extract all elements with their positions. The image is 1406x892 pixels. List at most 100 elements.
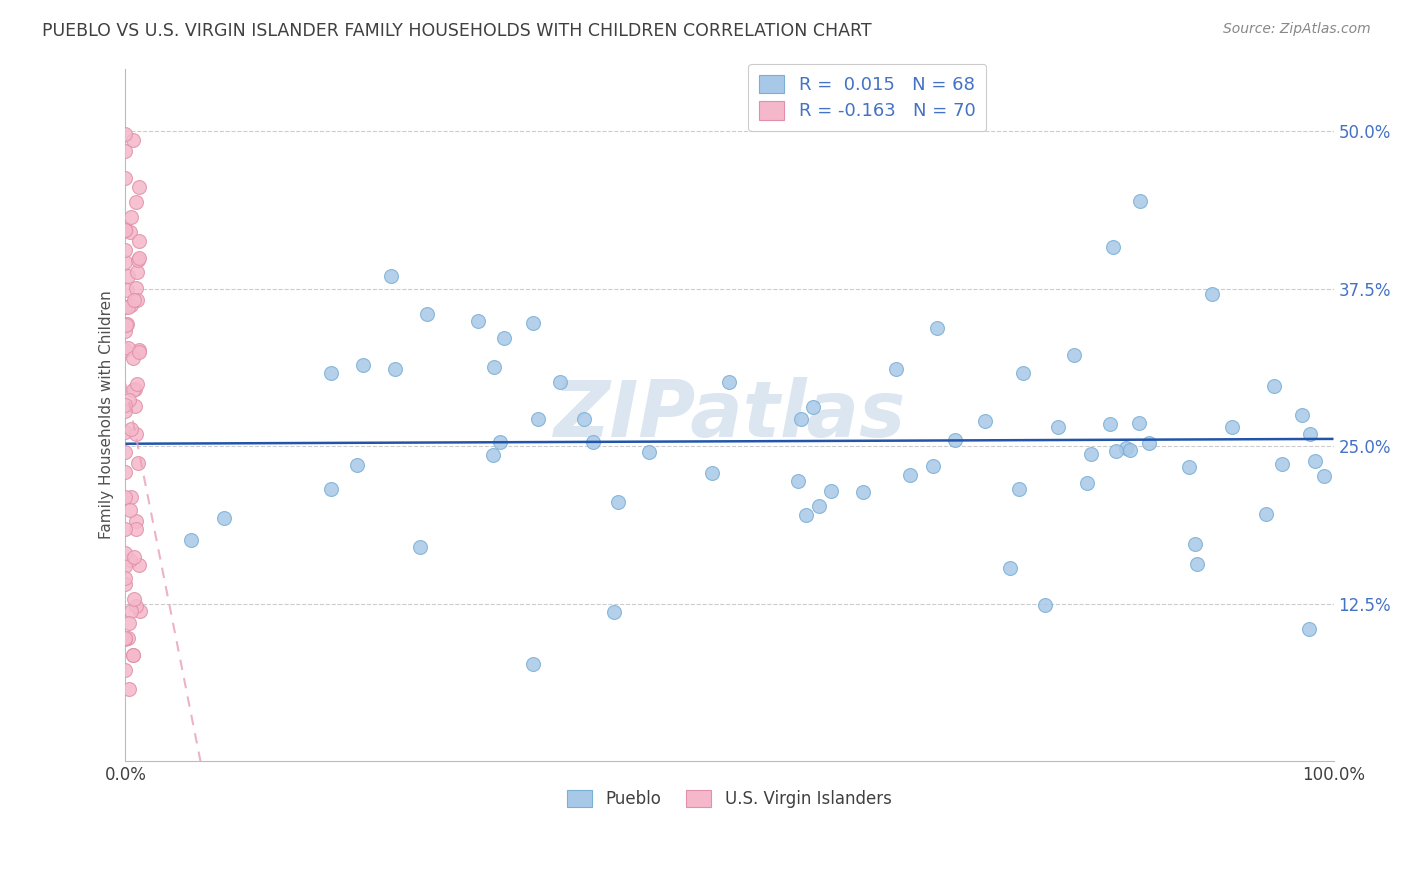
Point	[114, 222, 136, 236]
Point	[128, 251, 150, 265]
Point	[122, 592, 145, 607]
Point	[803, 400, 825, 414]
Point	[852, 485, 875, 500]
Point	[128, 558, 150, 572]
Point	[120, 490, 142, 504]
Point	[352, 358, 374, 372]
Point	[898, 468, 921, 483]
Text: PUEBLO VS U.S. VIRGIN ISLANDER FAMILY HOUSEHOLDS WITH CHILDREN CORRELATION CHART: PUEBLO VS U.S. VIRGIN ISLANDER FAMILY HO…	[42, 22, 872, 40]
Point	[124, 382, 146, 396]
Y-axis label: Family Households with Children: Family Households with Children	[100, 291, 114, 539]
Point	[125, 599, 148, 613]
Point	[820, 484, 842, 499]
Point	[121, 648, 143, 662]
Point	[526, 412, 548, 426]
Point	[794, 508, 817, 522]
Point	[1033, 599, 1056, 613]
Point	[115, 317, 138, 331]
Point	[117, 301, 139, 315]
Point	[118, 225, 141, 239]
Point	[122, 549, 145, 564]
Point	[114, 465, 136, 479]
Point	[808, 499, 831, 513]
Point	[121, 351, 143, 365]
Point	[117, 269, 139, 284]
Point	[1254, 507, 1277, 521]
Point	[384, 362, 406, 376]
Point	[548, 375, 571, 389]
Point	[114, 559, 136, 574]
Point	[603, 605, 626, 619]
Point	[1263, 379, 1285, 393]
Point	[114, 170, 136, 185]
Point	[121, 383, 143, 397]
Point	[1303, 454, 1326, 468]
Point	[120, 553, 142, 567]
Point	[125, 293, 148, 307]
Point	[482, 359, 505, 374]
Point	[124, 399, 146, 413]
Point	[1137, 436, 1160, 450]
Point	[1076, 475, 1098, 490]
Point	[114, 404, 136, 418]
Point	[922, 459, 945, 474]
Point	[125, 195, 148, 210]
Point	[416, 307, 439, 321]
Point	[114, 254, 136, 268]
Point	[582, 434, 605, 449]
Point	[1128, 417, 1150, 431]
Point	[1119, 443, 1142, 458]
Point	[925, 320, 948, 334]
Point	[114, 343, 136, 357]
Point	[212, 511, 235, 525]
Point	[1063, 348, 1085, 362]
Point	[120, 298, 142, 312]
Point	[114, 546, 136, 560]
Point	[522, 657, 544, 671]
Point	[121, 648, 143, 662]
Point	[1102, 239, 1125, 253]
Point	[118, 615, 141, 630]
Point	[117, 632, 139, 646]
Point	[122, 293, 145, 307]
Point	[114, 577, 136, 591]
Point	[114, 631, 136, 645]
Point	[114, 490, 136, 504]
Point	[114, 318, 136, 333]
Point	[943, 434, 966, 448]
Point	[494, 331, 516, 345]
Point	[127, 456, 149, 470]
Point	[122, 133, 145, 147]
Point	[998, 561, 1021, 575]
Point	[787, 474, 810, 488]
Point	[125, 514, 148, 528]
Point	[1098, 417, 1121, 431]
Point	[125, 427, 148, 442]
Point	[467, 314, 489, 328]
Point	[1177, 460, 1199, 475]
Point	[572, 412, 595, 426]
Point	[1080, 447, 1102, 461]
Point	[118, 682, 141, 697]
Point	[114, 632, 136, 647]
Point	[128, 180, 150, 194]
Point	[790, 412, 813, 426]
Point	[114, 127, 136, 141]
Point	[319, 366, 342, 380]
Point	[125, 376, 148, 391]
Point	[114, 144, 136, 158]
Point	[1298, 622, 1320, 636]
Point	[114, 425, 136, 439]
Point	[1313, 469, 1336, 483]
Point	[128, 234, 150, 248]
Point	[1220, 419, 1243, 434]
Point	[114, 664, 136, 678]
Point	[128, 604, 150, 618]
Point	[114, 522, 136, 536]
Point	[489, 434, 512, 449]
Point	[115, 283, 138, 297]
Point	[120, 422, 142, 436]
Point	[125, 281, 148, 295]
Point	[114, 244, 136, 258]
Legend: Pueblo, U.S. Virgin Islanders: Pueblo, U.S. Virgin Islanders	[561, 783, 898, 815]
